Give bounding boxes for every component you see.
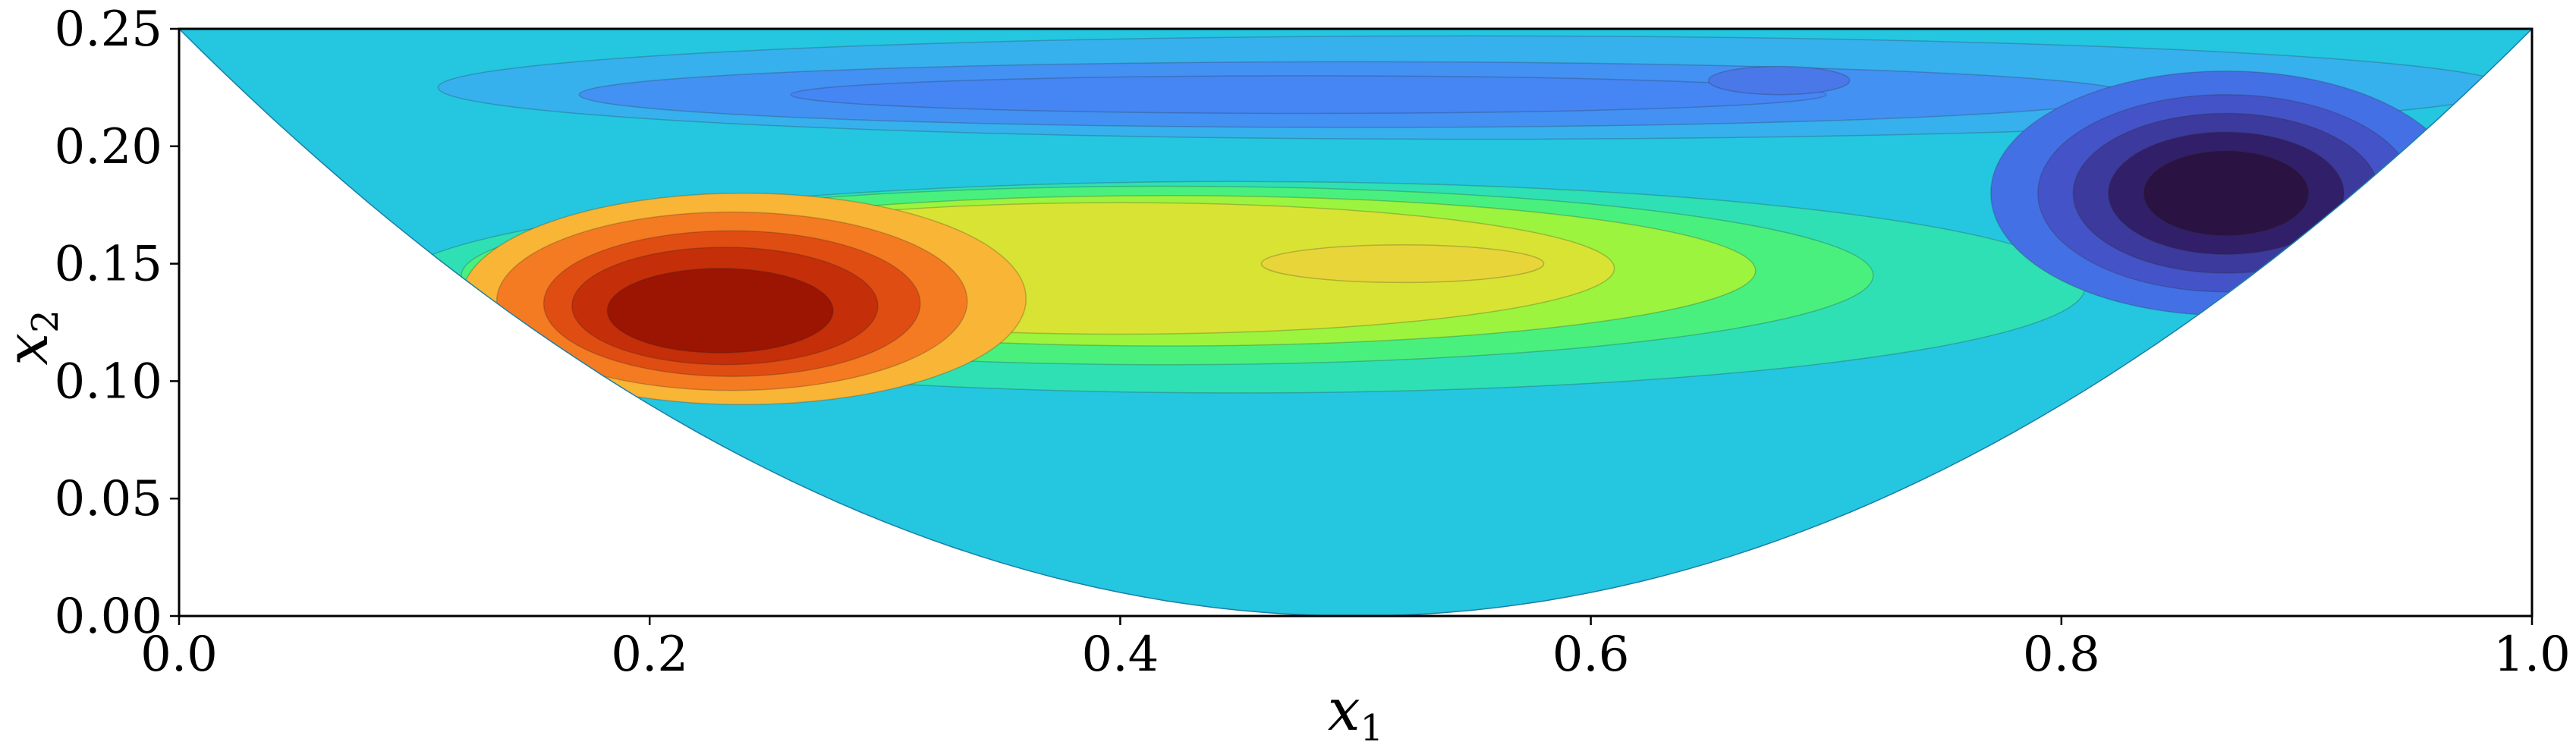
contour-plateau-core — [1260, 244, 1545, 284]
x-tick-label: 0.0 — [140, 627, 218, 683]
y-tick-label: 0.20 — [55, 119, 163, 175]
x-tick-label: 0.6 — [1552, 627, 1630, 683]
y-tick-label: 0.10 — [55, 354, 163, 410]
contour-band-inner — [790, 75, 1827, 115]
contour-band-spot — [1707, 65, 1851, 96]
x-tick-label: 1.0 — [2493, 627, 2571, 683]
y-axis: 0.00 0.05 0.10 0.15 0.20 0.25 — [55, 2, 179, 645]
x-axis: 0.0 0.2 0.4 0.6 0.8 1.0 — [140, 616, 2571, 683]
y-tick-label: 0.00 — [55, 589, 163, 645]
x-tick-label: 0.2 — [611, 627, 688, 683]
contour-max-core — [606, 268, 834, 354]
plot-frame — [178, 27, 2534, 618]
contour-min-core — [2143, 150, 2310, 237]
x-tick-label: 0.8 — [2023, 627, 2100, 683]
x-tick-label: 0.4 — [1082, 627, 1159, 683]
y-tick-label: 0.15 — [55, 237, 163, 293]
y-tick-label: 0.25 — [55, 2, 163, 58]
contour-field — [179, 29, 2532, 616]
y-tick-label: 0.05 — [55, 471, 163, 527]
x-axis-label: x1 — [1328, 676, 1383, 748]
y-axis-label: x2 — [0, 310, 67, 365]
